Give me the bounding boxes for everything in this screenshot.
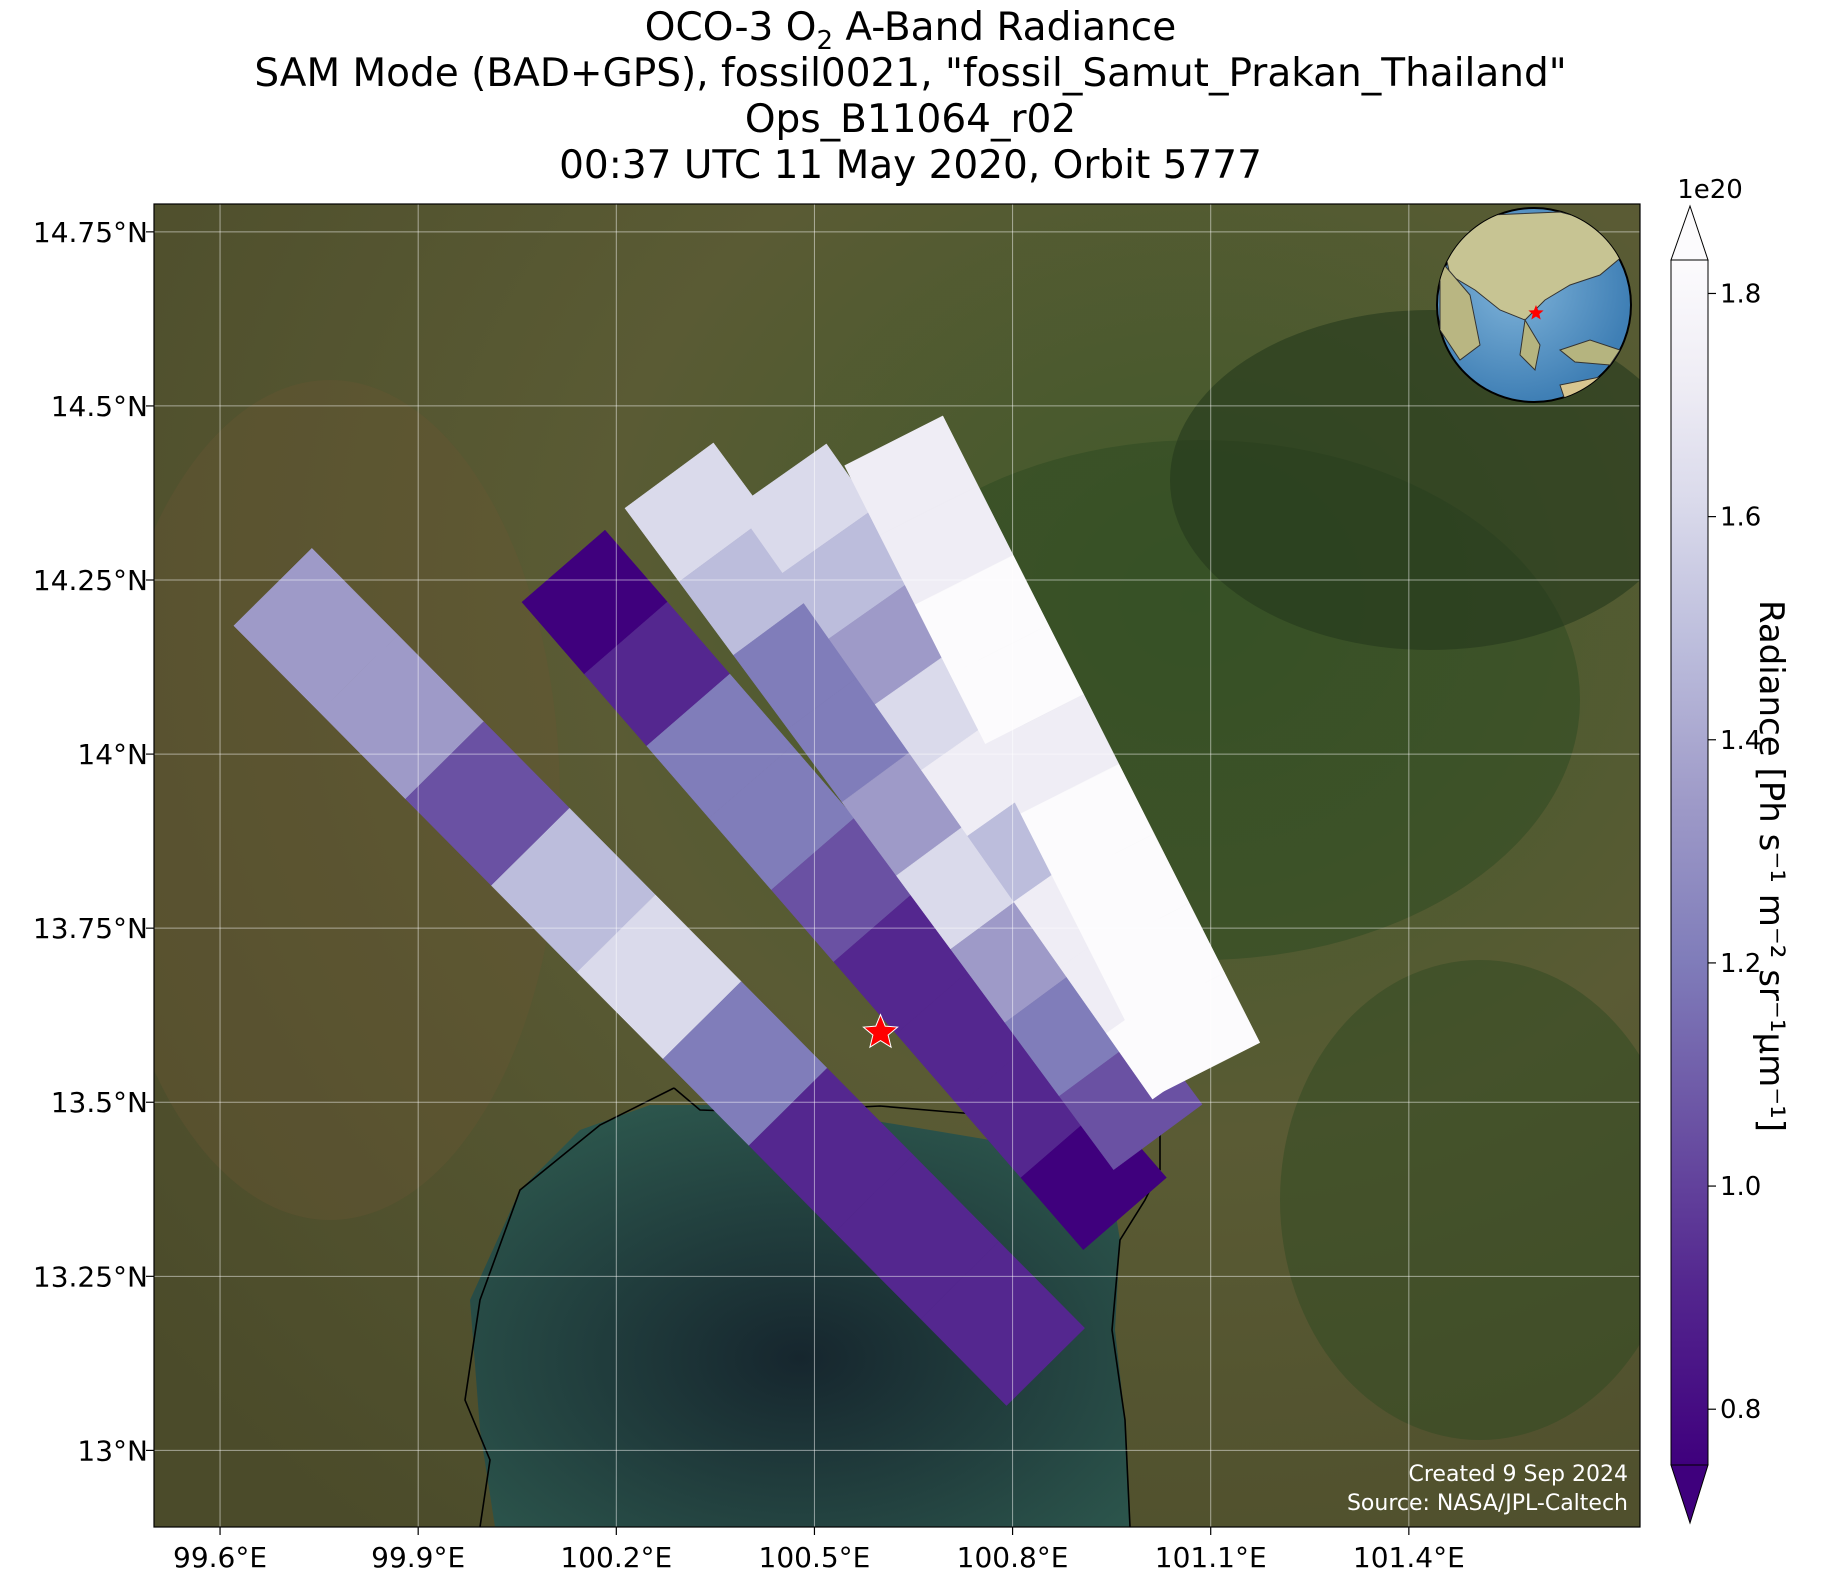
lat-tick-label: 14.75°N	[33, 216, 148, 249]
colorbar: 1e20 0.8 1.0 1.2 1.4 1.6 1.8 Radiance [Ph s⁻¹…	[1670, 175, 1791, 1525]
title-line-4: 00:37 UTC 11 May 2020, Orbit 5777	[559, 143, 1262, 188]
swath-cell	[920, 1241, 1086, 1406]
colorbar-tick-label: 1.2	[1720, 949, 1761, 979]
inset-globe	[1436, 207, 1632, 403]
colorbar-label: Radiance [Ph s⁻¹ m⁻² sr⁻¹μm⁻¹]	[1751, 600, 1791, 1132]
title-line-2: SAM Mode (BAD+GPS), fossil0021, "fossil_…	[254, 51, 1567, 96]
colorbar-multiplier: 1e20	[1677, 175, 1743, 205]
coastline-west	[464, 1087, 675, 1527]
lat-tick-label: 13.25°N	[33, 1260, 148, 1293]
colorbar-gradient	[1670, 259, 1709, 1466]
lat-tick-label: 13°N	[77, 1434, 148, 1467]
lon-tick-label: 99.6°E	[173, 1541, 267, 1574]
basemap-dry-land	[154, 380, 560, 1220]
swath-cell	[1126, 972, 1261, 1093]
target-star-icon	[862, 1013, 899, 1049]
colorbar-tick-label: 1.8	[1720, 279, 1761, 309]
title-subscript: 2	[816, 25, 834, 56]
swath	[233, 547, 1086, 1406]
lon-tick-label: 101.4°E	[1353, 1541, 1465, 1574]
colorbar-ticks: 0.8 1.0 1.2 1.4 1.6 1.8	[1708, 279, 1761, 1425]
globe-india	[1439, 258, 1481, 361]
map-area: Created 9 Sep 2024 Source: NASA/JPL-Calt…	[154, 204, 1640, 1527]
colorbar-tick-label: 1.0	[1720, 1172, 1761, 1202]
longitude-ticks: 99.6°E 99.9°E 100.2°E 100.5°E 100.8°E 101.1°E…	[173, 1527, 1465, 1574]
credit-created: Created 9 Sep 2024	[1409, 1462, 1629, 1487]
gridlines	[154, 204, 1640, 1527]
lon-tick-label: 100.8°E	[957, 1541, 1069, 1574]
title-suffix: A-Band Radiance	[833, 5, 1177, 50]
colorbar-extend-max	[1670, 204, 1709, 261]
lat-tick-label: 14.5°N	[51, 390, 148, 423]
globe-indochina	[1519, 318, 1541, 372]
coastline-east	[1111, 1169, 1161, 1527]
title-line-1: OCO-3 O2 A-Band Radiance	[0, 6, 1821, 63]
lat-tick-label: 13.75°N	[33, 912, 148, 945]
title-line-3: Ops_B11064_r02	[744, 97, 1077, 142]
credit-source: Source: NASA/JPL-Caltech	[1347, 1491, 1628, 1516]
colorbar-tick-label: 1.4	[1720, 726, 1761, 756]
colorbar-extend-min	[1670, 1464, 1709, 1525]
colorbar-tick-label: 1.6	[1720, 503, 1761, 533]
globe-asia	[1439, 211, 1631, 321]
lat-tick-label: 14.25°N	[33, 564, 148, 597]
colorbar-tick-label: 0.8	[1720, 1395, 1761, 1425]
map-frame	[153, 203, 1641, 1528]
basemap-east-forest	[1280, 960, 1640, 1440]
globe-indonesia	[1558, 339, 1621, 366]
title-prefix: OCO-3 O	[644, 5, 817, 50]
lon-tick-label: 101.1°E	[1155, 1541, 1267, 1574]
lon-tick-label: 99.9°E	[371, 1541, 465, 1574]
latitude-ticks: 14.75°N 14.5°N 14.25°N 14°N 13.75°N 13.5°N 13.…	[33, 216, 154, 1467]
lon-tick-label: 100.5°E	[759, 1541, 871, 1574]
globe-marker-star-icon	[1528, 305, 1544, 320]
lat-tick-label: 14°N	[77, 738, 148, 771]
lat-tick-label: 13.5°N	[51, 1086, 148, 1119]
lon-tick-label: 100.2°E	[560, 1541, 672, 1574]
